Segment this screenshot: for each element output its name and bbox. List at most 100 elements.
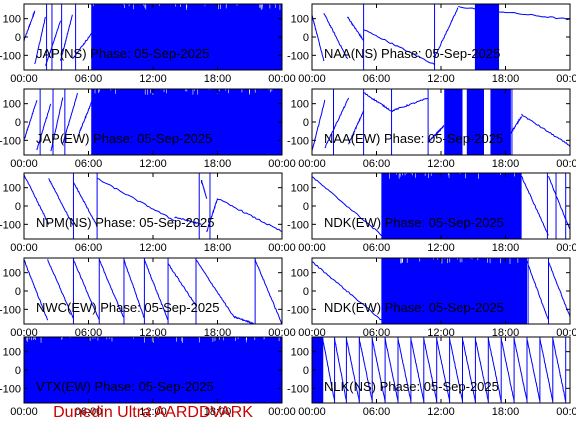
y-tick-label: 100	[3, 183, 21, 195]
x-tick-label: 00:00	[556, 242, 576, 254]
phase-trace-segment	[45, 20, 61, 66]
x-tick-label: 12:00	[427, 406, 455, 418]
x-tick-label: 18:00	[204, 327, 232, 339]
phase-trace-segment	[254, 259, 282, 324]
x-tick-label: 12:00	[427, 158, 455, 170]
y-tick-label: 100	[3, 14, 21, 26]
x-tick-label: 18:00	[492, 73, 520, 85]
panel-title: NAA(NS) Phase: 05-Sep-2025	[324, 46, 500, 61]
x-tick-label: 06:00	[363, 158, 391, 170]
phase-trace-segment	[312, 261, 382, 321]
y-tick-label: 100	[291, 99, 309, 111]
phase-panel: 100 0 -100 00:00 06:00 12:00 18:00 00:00 JAP(NS)…	[0, 3, 296, 85]
panel-title: NLK(NS) Phase: 05-Sep-2025	[324, 379, 499, 394]
y-tick-label: 100	[291, 183, 309, 195]
phase-panel: 100 0 -100 00:00 06:00 12:00 18:00 00:00 NAA(NS)…	[287, 3, 576, 85]
noise-band	[381, 258, 527, 324]
phase-trace-segment	[384, 338, 399, 402]
x-tick-label: 00:00	[556, 158, 576, 170]
phase-trace-segment	[526, 338, 541, 401]
x-tick-label: 18:00	[492, 406, 520, 418]
phase-trace-segment	[71, 32, 93, 59]
phase-trace-segment	[97, 178, 175, 222]
phase-trace-segment	[174, 216, 202, 225]
phase-trace-segment	[462, 339, 476, 402]
phase-trace-segment	[458, 5, 570, 21]
x-tick-label: 12:00	[427, 327, 455, 339]
phase-trace-segment	[548, 261, 570, 318]
panel-plot-area	[312, 258, 570, 324]
x-tick-label: 12:00	[139, 327, 167, 339]
panel-plot-area	[24, 258, 282, 324]
phase-trace-segment	[50, 97, 64, 152]
phase-trace-segment	[345, 338, 360, 402]
y-tick-label: 0	[303, 286, 309, 298]
phase-trace-segment	[427, 125, 445, 143]
phase-trace-segment	[36, 103, 52, 151]
x-tick-label: 00:00	[10, 327, 38, 339]
y-tick-label: -100	[0, 304, 21, 316]
y-tick-label: 0	[303, 117, 309, 129]
phase-trace-segment	[552, 338, 567, 402]
phase-trace-segment	[167, 263, 197, 307]
phase-trace-segment	[312, 15, 325, 62]
phase-trace-segment	[434, 7, 459, 58]
phase-trace-segment	[410, 339, 425, 402]
x-tick-label: 06:00	[363, 73, 391, 85]
phase-trace-segment	[539, 339, 554, 402]
phase-trace-segment	[200, 179, 208, 199]
x-tick-label: 18:00	[492, 242, 520, 254]
panel-title: JAP(EW) Phase: 05-Sep-2025	[36, 131, 212, 146]
panel-plot-area	[312, 337, 567, 403]
phase-trace-segment	[123, 259, 145, 319]
x-tick-label: 18:00	[492, 158, 520, 170]
phase-trace-segment	[98, 259, 125, 319]
y-tick-label: 100	[291, 347, 309, 359]
panel-plot-area	[312, 173, 570, 239]
x-tick-label: 00:00	[298, 158, 326, 170]
phase-trace-segment	[60, 14, 73, 61]
y-tick-label: -100	[287, 135, 309, 147]
phase-trace-segment	[423, 339, 438, 402]
phase-panel: 100 0 -100 00:00 06:00 12:00 18:00 00:00 NAA(EW)…	[287, 88, 576, 170]
phase-trace-segment	[449, 338, 463, 402]
phase-panel: 100 0 -100 00:00 06:00 12:00 18:00 00:00 NPM(NS)…	[0, 172, 296, 254]
y-tick-label: 100	[3, 268, 21, 280]
phase-panel: 100 0 -100 00:00 06:00 12:00 18:00 00:00 NDK(EW)…	[287, 257, 576, 339]
phase-trace-segment	[391, 98, 429, 113]
panel-title: VTX(EW) Phase: 05-Sep-2025	[36, 379, 214, 394]
panel-plot-area	[24, 173, 282, 239]
phase-trace-segment	[397, 338, 412, 402]
panel-plot-area	[24, 89, 282, 155]
phase-trace-segment	[206, 198, 218, 233]
y-tick-label: 0	[303, 365, 309, 377]
x-tick-label: 00:00	[298, 242, 326, 254]
x-tick-label: 06:00	[363, 242, 391, 254]
phase-trace-segment	[521, 175, 549, 236]
phase-trace-segment	[24, 174, 50, 225]
phase-trace-segment	[474, 339, 489, 401]
phase-trace-segment	[62, 92, 79, 144]
x-tick-label: 12:00	[139, 158, 167, 170]
x-tick-label: 06:00	[363, 327, 391, 339]
phase-trace-segment	[312, 99, 326, 151]
panel-title: NDK(EW) Phase: 05-Sep-2025	[324, 215, 504, 230]
noise-band	[91, 4, 282, 70]
y-tick-label: -100	[0, 383, 21, 395]
y-tick-label: 0	[15, 201, 21, 213]
x-tick-label: 06:00	[75, 73, 103, 85]
noise-band	[381, 173, 522, 239]
y-tick-label: 0	[15, 32, 21, 44]
x-tick-label: 00:00	[298, 73, 326, 85]
x-tick-label: 06:00	[75, 158, 103, 170]
y-tick-label: -100	[0, 135, 21, 147]
panel-title: NAA(EW) Phase: 05-Sep-2025	[324, 131, 503, 146]
x-tick-label: 00:00	[10, 406, 38, 418]
panel-title: JAP(NS) Phase: 05-Sep-2025	[36, 46, 209, 61]
phase-trace-segment	[24, 100, 38, 142]
x-tick-label: 00:00	[268, 327, 296, 339]
y-tick-label: 0	[15, 365, 21, 377]
x-tick-label: 00:00	[268, 158, 296, 170]
x-tick-label: 06:00	[75, 406, 103, 418]
